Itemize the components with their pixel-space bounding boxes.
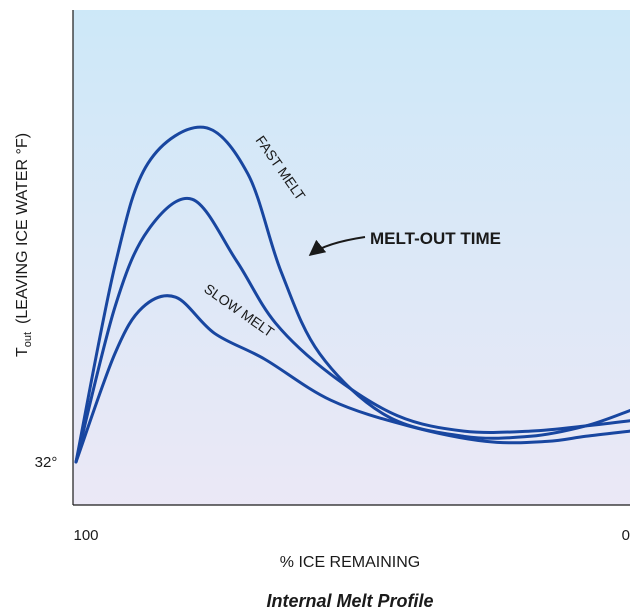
y-axis-title-rest: (LEAVING ICE WATER °F)	[14, 133, 31, 324]
chart-title: Internal Melt Profile	[266, 591, 433, 611]
y-axis-title-main: T	[14, 347, 31, 357]
series-line-1	[74, 125, 630, 464]
melt-out-arrow	[308, 236, 366, 256]
series-group	[74, 125, 630, 464]
y-axis-title-subscript: out	[22, 332, 34, 347]
x-tick-label-100: 100	[73, 527, 98, 544]
series-line-2	[74, 196, 630, 464]
series-line-3	[74, 294, 630, 464]
x-tick-label-0: 0	[622, 527, 630, 544]
melt-out-time-label: MELT-OUT TIME	[370, 229, 501, 248]
y-tick-label-32: 32°	[35, 454, 58, 471]
y-axis-title: Tout (LEAVING ICE WATER °F)	[14, 133, 34, 357]
plot-area	[73, 10, 630, 505]
x-axis-title: % ICE REMAINING	[280, 554, 420, 571]
